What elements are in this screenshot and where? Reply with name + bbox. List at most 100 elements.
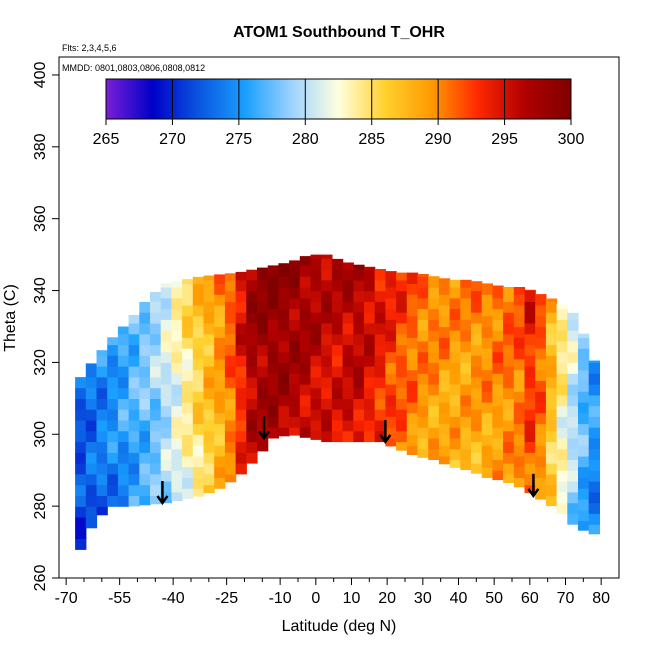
heatmap-cell (481, 337, 493, 349)
heatmap-cell (406, 294, 419, 306)
heatmap-cell (492, 384, 504, 396)
heatmap-cell (214, 477, 226, 489)
heatmap-cell (310, 344, 322, 356)
heatmap-cell (492, 287, 504, 299)
heatmap-cell (492, 437, 504, 450)
heatmap-cell (117, 419, 130, 432)
heatmap-cell (385, 394, 397, 407)
heatmap-cell (428, 319, 440, 331)
heatmap-cell (513, 380, 526, 392)
heatmap-cell (567, 312, 579, 320)
heatmap-cell (535, 348, 547, 360)
heatmap-cell (513, 337, 526, 349)
heatmap-cell (545, 452, 558, 464)
heatmap-cell (471, 355, 483, 367)
heatmap-cell (150, 473, 162, 486)
heatmap-cell (578, 401, 590, 414)
heatmap-cell (364, 322, 376, 335)
heatmap-cell (246, 430, 258, 443)
heatmap-cell (396, 376, 408, 389)
heatmap-cell (214, 315, 226, 328)
heatmap-cell (224, 333, 237, 346)
heatmap-cell (524, 355, 536, 367)
heatmap-cell (139, 441, 151, 453)
heatmap-cell (385, 276, 397, 288)
heatmap-cell (85, 484, 98, 496)
heatmap-cell (267, 340, 279, 353)
heatmap-cell (535, 477, 547, 489)
heatmap-cell (503, 419, 515, 432)
heatmap-cell (150, 495, 162, 505)
heatmap-cell (214, 283, 226, 295)
heatmap-cell (107, 495, 119, 507)
heatmap-cell (417, 297, 429, 310)
heatmap-cell (96, 430, 108, 443)
heatmap-cell (289, 373, 301, 385)
heatmap-cell (224, 463, 237, 475)
heatmap-cell (449, 459, 461, 468)
heatmap-cell (374, 366, 386, 378)
heatmap-cell (171, 491, 183, 501)
x-tick-label: 30 (414, 590, 432, 607)
heatmap-cell (567, 502, 579, 514)
heatmap-cell (353, 269, 365, 281)
heatmap-cell (417, 362, 429, 374)
heatmap-cell (406, 423, 419, 435)
heatmap-cell (150, 409, 162, 421)
heatmap-cell (203, 484, 215, 494)
heatmap-cell (471, 387, 483, 399)
heatmap-cell (492, 351, 504, 363)
heatmap-cell (203, 366, 215, 378)
heatmap-cell (203, 463, 215, 475)
heatmap-cell (406, 401, 419, 414)
heatmap-cell (428, 351, 440, 363)
heatmap-cell (246, 312, 258, 324)
colorbar-tick-label: 285 (358, 131, 385, 148)
heatmap-cell (278, 297, 290, 310)
heatmap-cell (353, 398, 365, 410)
heatmap-cell (460, 416, 472, 428)
heatmap-cell (321, 258, 333, 270)
heatmap-cell (246, 355, 258, 367)
x-tick-label: 0 (311, 590, 320, 607)
heatmap-cell (214, 358, 226, 371)
heatmap-cell (150, 366, 162, 378)
heatmap-cell (235, 279, 247, 292)
heatmap-cell (524, 387, 536, 399)
heatmap-cell (481, 455, 493, 468)
heatmap-cell (128, 473, 140, 486)
heatmap-cell (246, 301, 258, 313)
heatmap-cell (545, 298, 558, 302)
heatmap-cell (481, 466, 493, 478)
heatmap-cell (428, 340, 440, 353)
heatmap-cell (503, 301, 515, 313)
heatmap-cell (588, 448, 600, 460)
heatmap-cell (192, 369, 205, 381)
heatmap-cell (278, 340, 290, 353)
heatmap-cell (364, 387, 376, 399)
heatmap-cell (567, 448, 579, 460)
heatmap-cell (192, 466, 205, 478)
heatmap-cell (460, 448, 472, 460)
heatmap-cell (535, 434, 547, 446)
heatmap-cell (192, 488, 205, 497)
heatmap-cell (299, 276, 312, 288)
heatmap-cell (578, 369, 590, 381)
heatmap-cell (321, 366, 333, 378)
heatmap-cell (171, 448, 183, 460)
heatmap-cell (128, 409, 140, 421)
heatmap-cell (460, 319, 472, 331)
heatmap-cell (171, 437, 183, 450)
heatmap-cell (342, 322, 354, 335)
heatmap-cell (578, 412, 590, 425)
heatmap-cell (224, 452, 237, 464)
heatmap-cell (310, 322, 322, 335)
heatmap-cell (342, 409, 354, 421)
heatmap-cell (513, 466, 526, 478)
heatmap-cell (396, 272, 408, 281)
heatmap-cell (513, 294, 526, 306)
heatmap-cell (438, 445, 451, 457)
heatmap-cell (96, 495, 108, 507)
heatmap-cell (214, 466, 226, 478)
x-tick-label: 70 (557, 590, 575, 607)
